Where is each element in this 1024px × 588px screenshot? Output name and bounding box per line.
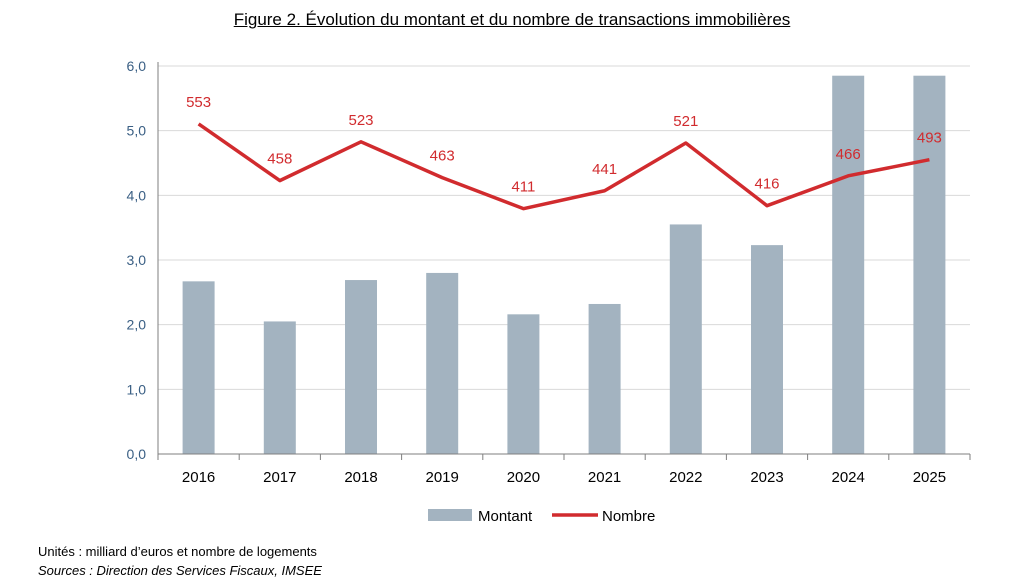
data-label-2017: 458 (267, 151, 292, 168)
bar-2021 (588, 303, 621, 454)
data-label-2025: 493 (917, 130, 942, 147)
x-tick-label: 2020 (507, 469, 540, 486)
x-tick-label: 2016 (182, 469, 215, 486)
line-series (197, 122, 930, 211)
data-label-2021: 441 (592, 161, 617, 178)
data-label-2022: 521 (673, 113, 698, 130)
legend: Montant Nombre (428, 508, 655, 525)
data-label-2024: 466 (836, 146, 861, 163)
bar-2023 (751, 245, 783, 454)
data-label-2020: 411 (511, 179, 535, 196)
y-tick-label: 0,0 (127, 446, 147, 462)
units-note: Unités : milliard d’euros et nombre de l… (38, 544, 317, 559)
data-label-2018: 523 (348, 112, 373, 129)
bar-2017 (263, 321, 296, 454)
sources-note: Sources : Direction des Services Fiscaux… (38, 563, 322, 578)
bar-2022 (669, 224, 702, 454)
data-label-2023: 416 (754, 176, 779, 193)
x-tick-label: 2021 (588, 469, 621, 486)
chart-title: Figure 2. Évolution du montant et du nom… (233, 10, 791, 29)
bar-2019 (426, 272, 459, 454)
x-tick-label: 2024 (832, 469, 865, 486)
x-tick-label: 2025 (913, 469, 946, 486)
x-tick-label: 2017 (263, 469, 296, 486)
legend-label-montant: Montant (478, 508, 533, 525)
bar-2025 (913, 75, 946, 454)
bar-2016 (182, 281, 215, 454)
bar-2020 (507, 314, 540, 454)
y-tick-label: 3,0 (127, 252, 147, 268)
y-tick-label: 6,0 (127, 58, 147, 74)
bar-2018 (345, 280, 377, 454)
bar-2024 (832, 75, 865, 454)
y-tick-label: 4,0 (127, 187, 147, 203)
x-tick-label: 2019 (426, 469, 459, 486)
legend-label-nombre: Nombre (602, 508, 655, 525)
y-tick-label: 1,0 (127, 381, 147, 397)
x-tick-label: 2023 (750, 469, 783, 486)
legend-swatch-montant (428, 509, 472, 521)
line-nombre (197, 122, 930, 211)
bar-series (182, 75, 946, 454)
data-labels: 553 458 523 463 411 441 521 416 466 493 (186, 94, 942, 196)
y-tick-label: 2,0 (127, 317, 147, 333)
x-tick-label: 2022 (669, 469, 702, 486)
data-label-2016: 553 (186, 94, 211, 111)
x-tick-label: 2018 (344, 469, 377, 486)
axes: 0,0 1,0 2,0 3,0 4,0 5,0 6,0 2016 2017 2018 2019 202… (127, 58, 971, 486)
data-label-2019: 463 (430, 148, 455, 165)
y-tick-label: 5,0 (127, 123, 147, 139)
